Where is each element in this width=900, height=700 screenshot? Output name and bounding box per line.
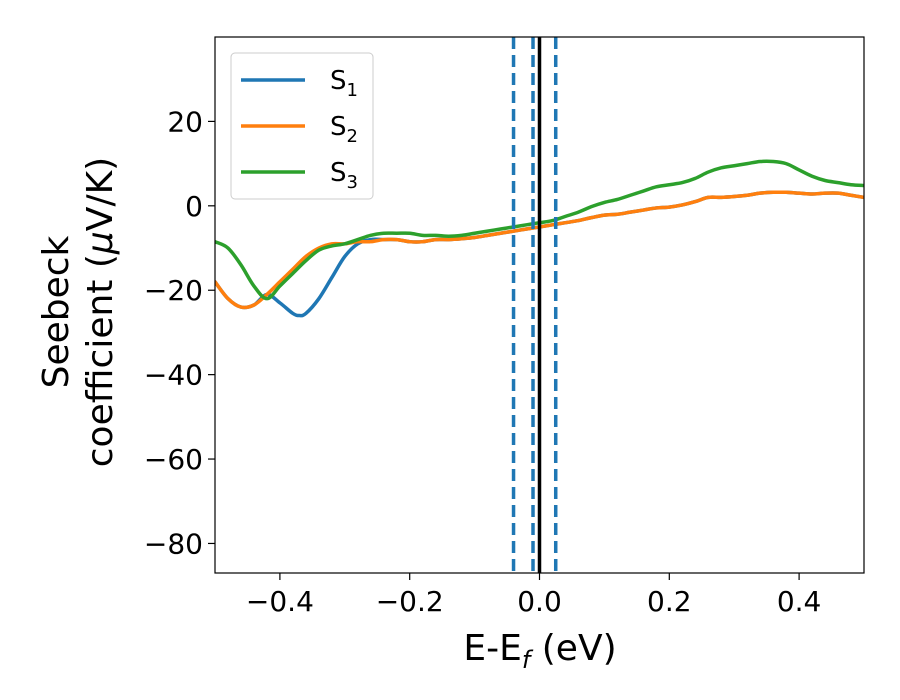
vertical-lines-layer [511, 37, 558, 573]
x-axis-title-unit: (eV) [530, 628, 616, 669]
x-tick-label: 0.2 [647, 585, 692, 618]
y-tick-label: −80 [144, 527, 203, 560]
y-axis-title-mu: μ [80, 231, 121, 255]
y-tick-label: 0 [185, 190, 203, 223]
x-tick-label: −0.2 [376, 585, 444, 618]
x-tick-label: 0.0 [517, 585, 562, 618]
y-axis-title-pre: coefficient ( [80, 254, 121, 467]
y-axis-title-post: V/K) [80, 157, 121, 231]
y-tick-label: −20 [144, 274, 203, 307]
y-tick-label: 20 [167, 105, 203, 138]
y-axis: −80 −60 −40 −20 0 20 [144, 105, 215, 560]
x-axis-title: E-Ef (eV) [463, 628, 616, 674]
x-axis: −0.4 −0.2 0.0 0.2 0.4 [246, 573, 821, 618]
legend-label-s1: S1 [330, 66, 358, 101]
x-tick-label: 0.4 [777, 585, 822, 618]
y-axis-title-line2: coefficient (μV/K) [80, 157, 121, 467]
y-axis-title: Seebeck coefficient (μV/K) [36, 157, 121, 467]
x-axis-title-main: E-E [463, 628, 521, 669]
legend-label-s3: S3 [330, 158, 358, 193]
x-tick-label: −0.4 [246, 585, 314, 618]
legend-label-s2: S2 [330, 112, 358, 147]
y-tick-label: −60 [144, 443, 203, 476]
y-tick-label: −40 [144, 359, 203, 392]
legend: S1 S2 S3 [230, 52, 374, 200]
y-axis-title-line1: Seebeck [36, 235, 77, 388]
